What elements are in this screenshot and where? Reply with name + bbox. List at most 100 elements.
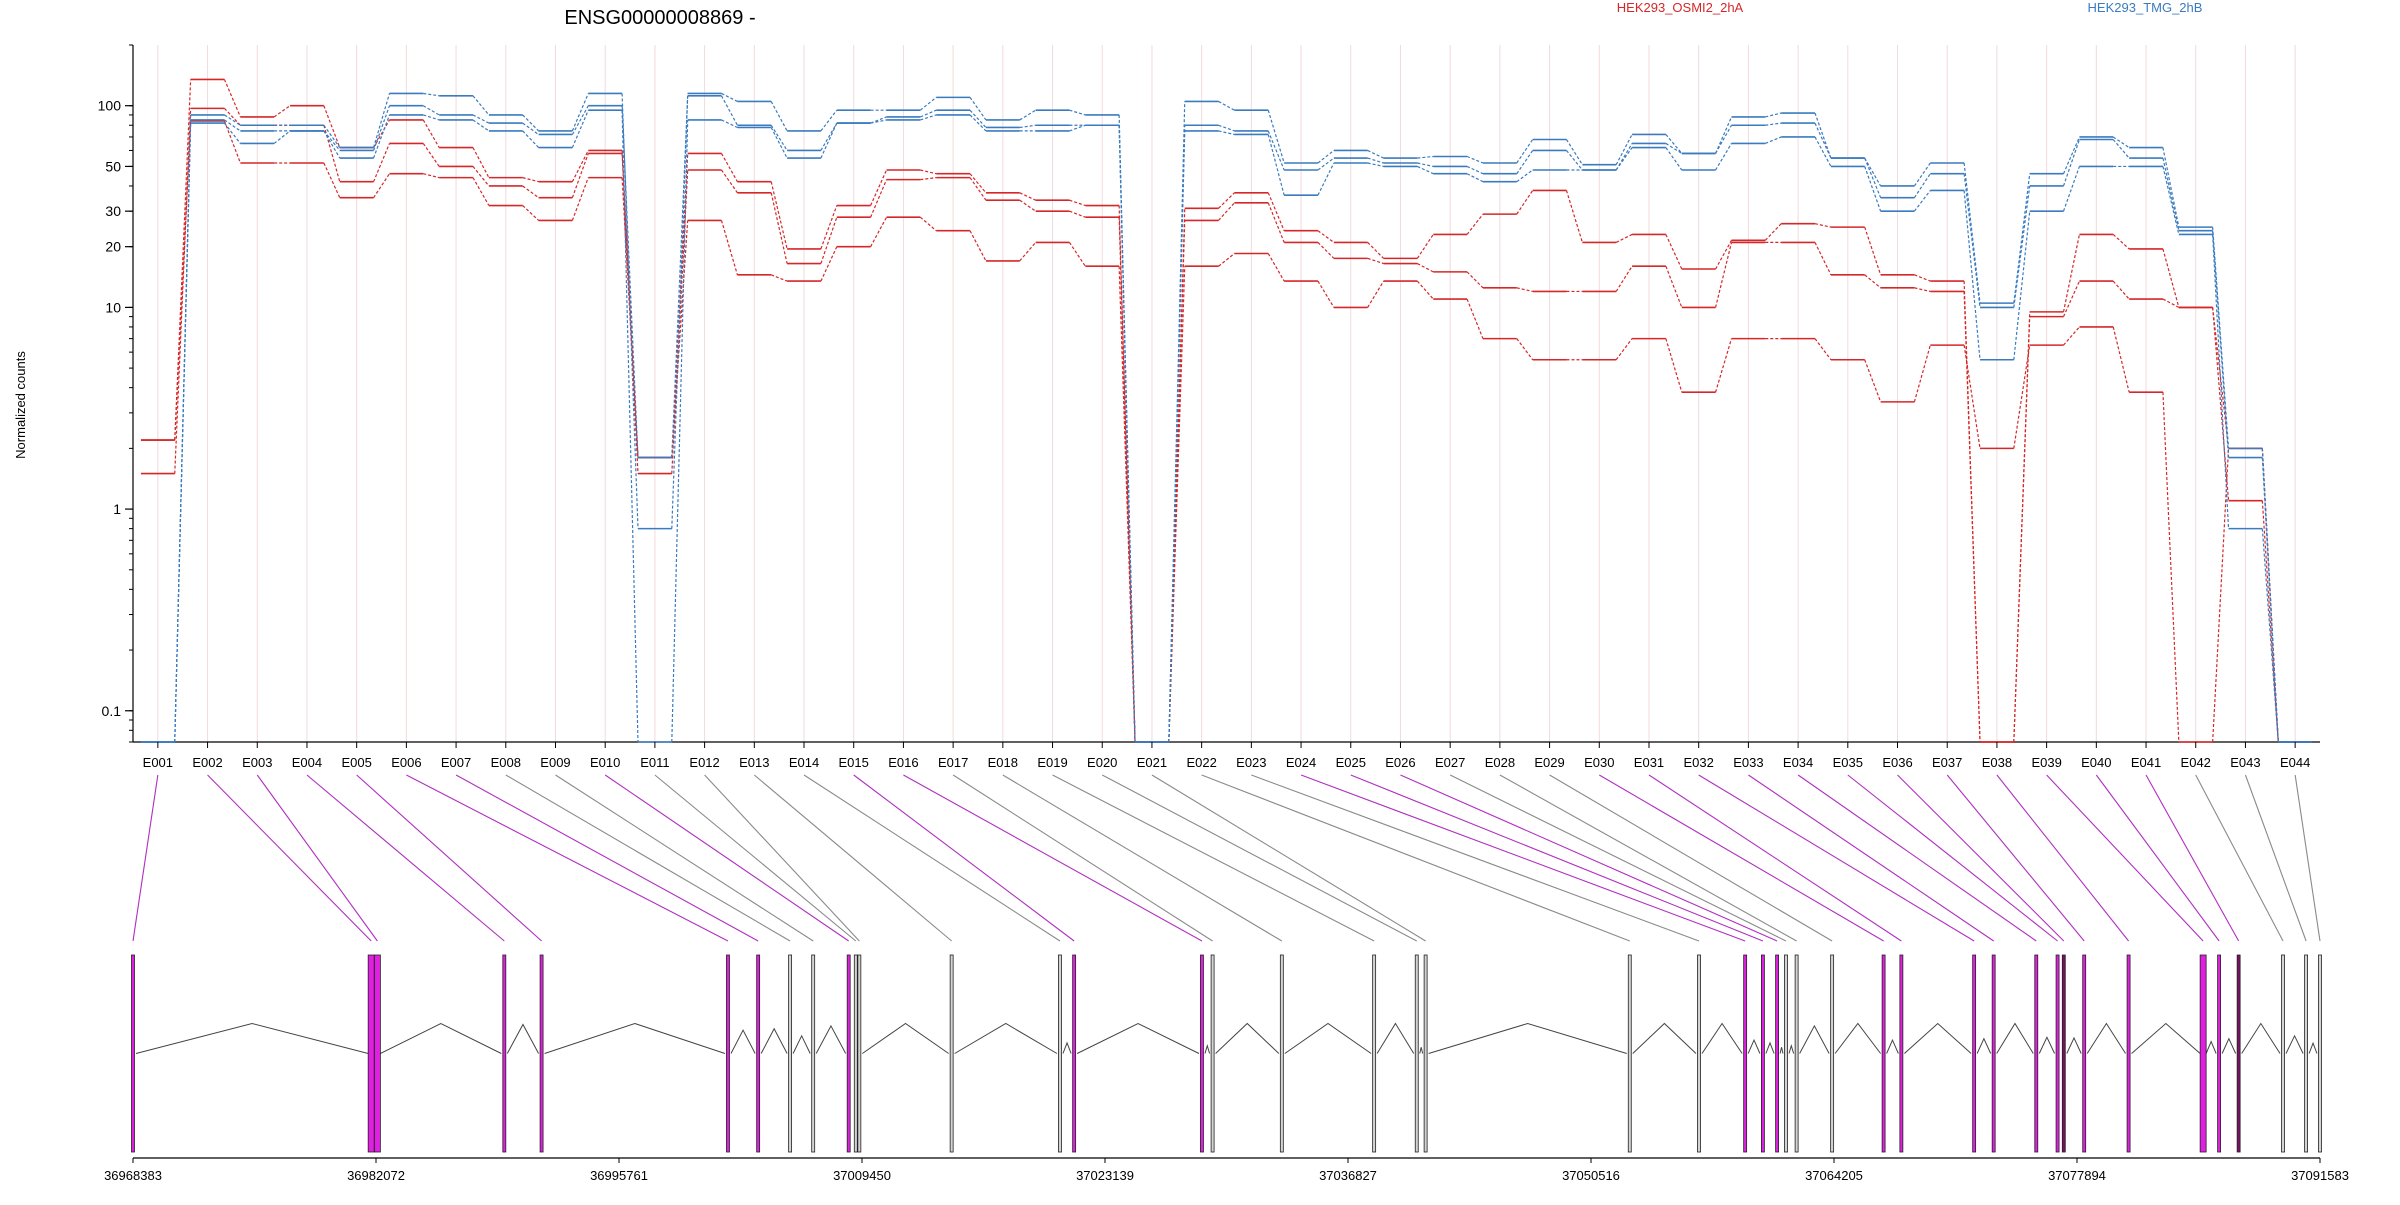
series-3-connector: [919, 216, 937, 232]
series-5-connector: [770, 124, 788, 151]
exon-box: [756, 954, 761, 1153]
exon-connector-line: [1300, 774, 1746, 942]
series-2-connector: [1417, 263, 1434, 273]
series-1-connector: [1715, 240, 1733, 270]
x-tick-label: E001: [143, 755, 173, 770]
exon-connector-line: [1748, 774, 1994, 942]
series-6-connector: [373, 114, 391, 159]
series-1-connector: [1565, 190, 1583, 243]
series-5-connector: [1267, 130, 1285, 171]
genome-coordinate-label: 36982072: [347, 1168, 405, 1183]
series-1-connector: [2162, 248, 2180, 308]
exon-box: [2236, 954, 2241, 1153]
exon-box: [726, 954, 730, 1153]
intron-line: [760, 1027, 788, 1054]
exon-connector-line: [1350, 774, 1764, 942]
x-tick-label: E024: [1286, 755, 1316, 770]
exon-connector-line: [803, 774, 1061, 942]
series-4-connector: [1715, 116, 1733, 154]
x-tick-label: E039: [2031, 755, 2061, 770]
series-2-connector: [770, 192, 788, 264]
exon-connector-line: [952, 774, 1213, 942]
y-tick-label: 10: [105, 299, 121, 315]
x-tick-label: E008: [491, 755, 521, 770]
series-6-connector: [2261, 528, 2279, 743]
genome-coordinate-label: 36995761: [590, 1168, 648, 1183]
x-tick-label: E011: [640, 755, 669, 770]
series-5-connector: [1516, 150, 1534, 175]
series-1-connector: [2112, 233, 2130, 250]
series-4-connector: [1864, 157, 1882, 187]
series-1-connector: [1764, 223, 1782, 241]
x-tick-label: E037: [1932, 755, 1962, 770]
series-4-connector: [1565, 139, 1583, 166]
intron-line: [2205, 1040, 2217, 1054]
x-tick-label: E017: [938, 755, 968, 770]
exon-box: [2055, 954, 2060, 1153]
exon-connector-line: [1002, 774, 1283, 942]
exon-connector-line: [1847, 774, 2058, 942]
series-5-connector: [2162, 157, 2180, 231]
exon-box: [1423, 954, 1428, 1153]
series-5-connector: [1367, 157, 1384, 164]
series-1-connector: [223, 79, 241, 118]
x-tick-label: E020: [1087, 755, 1117, 770]
exon-connector-line: [1648, 774, 1902, 942]
intron-line: [1062, 1041, 1072, 1054]
series-3-connector: [2212, 448, 2230, 743]
series-2-connector: [1665, 266, 1683, 308]
series-4-connector: [2062, 136, 2080, 174]
series-1-connector: [1665, 234, 1683, 270]
intron-line: [2086, 1022, 2127, 1054]
series-5-connector: [671, 95, 689, 458]
series-4-connector: [1963, 162, 1981, 304]
intron-line: [1284, 1022, 1372, 1054]
series-1-connector: [1864, 226, 1882, 276]
series-2-connector: [2212, 307, 2230, 501]
x-tick-label: E003: [242, 755, 272, 770]
series-6-connector: [174, 123, 192, 743]
exon-box: [1899, 954, 1904, 1153]
exon-connector-line: [1599, 774, 1884, 942]
series-6-connector: [870, 119, 887, 124]
series-2-connector: [373, 143, 391, 182]
series-1-connector: [522, 177, 539, 183]
series-3-connector: [770, 274, 788, 282]
series-2-connector: [1516, 287, 1533, 293]
x-tick-label: E019: [1037, 755, 1067, 770]
series-3-connector: [472, 177, 490, 206]
series-3-connector: [2013, 345, 2031, 449]
intron-line: [135, 1022, 369, 1054]
x-tick-label: E041: [2131, 755, 2161, 770]
x-tick-label: E006: [391, 755, 421, 770]
series-3-connector: [1864, 359, 1882, 403]
intron-line: [862, 1022, 949, 1054]
series-4-connector: [2112, 136, 2130, 149]
series-1-connector: [920, 169, 937, 175]
series-6-connector: [671, 119, 689, 743]
series-2-connector: [2261, 500, 2279, 743]
exon-box: [1414, 954, 1419, 1153]
series-5-connector: [1963, 173, 1981, 308]
intron-line: [1632, 1022, 1697, 1054]
series-5-connector: [621, 105, 639, 458]
series-5-connector: [1814, 122, 1832, 159]
series-2-connector: [1267, 202, 1285, 243]
series-3-connector: [1963, 345, 1981, 449]
series-6-connector: [920, 114, 937, 121]
exon-box: [2199, 954, 2207, 1153]
exon-connector-line: [306, 774, 505, 942]
legend-label-osmi2: HEK293_OSMI2_2hA: [1617, 0, 1744, 15]
exon-box: [367, 954, 375, 1153]
exon-connector-line: [1499, 774, 1797, 942]
series-5-connector: [2013, 185, 2031, 308]
series-6-connector: [1069, 124, 1086, 132]
series-6-connector: [2212, 234, 2230, 529]
x-tick-label: E023: [1236, 755, 1266, 770]
series-5-connector: [522, 122, 539, 135]
exon-connector-line: [1946, 774, 2085, 942]
series-3-connector: [820, 246, 838, 282]
series-4-connector: [423, 92, 440, 97]
series-4-connector: [1913, 162, 1931, 187]
genome-coordinate-label: 37050516: [1562, 1168, 1620, 1183]
